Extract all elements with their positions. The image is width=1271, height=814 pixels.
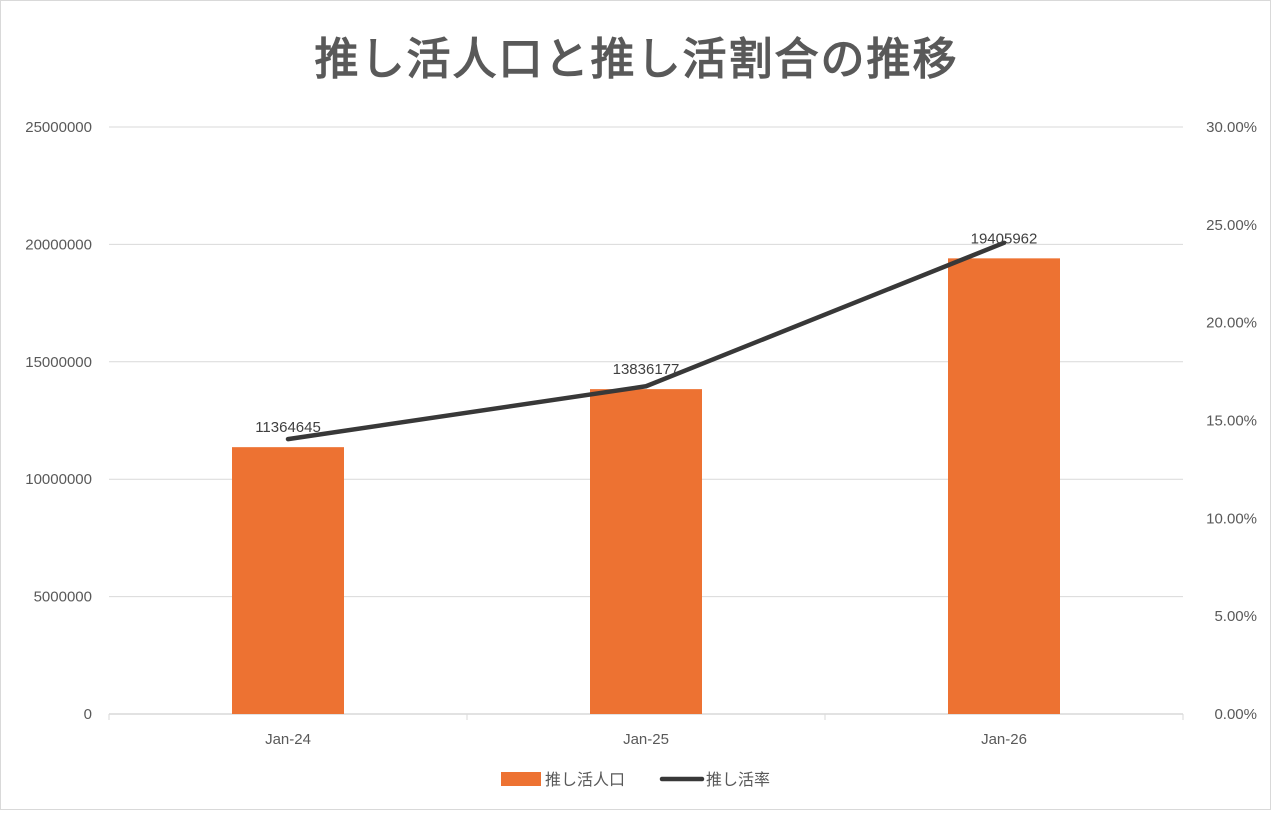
legend-label-bar: 推し活人口	[545, 770, 625, 789]
y-left-tick-label: 10000000	[25, 471, 92, 488]
y-left-tick-label: 15000000	[25, 354, 92, 371]
line-series-推し活率	[285, 240, 1007, 442]
y-right-tick-label: 0.00%	[1214, 706, 1257, 723]
data-label: 11364645	[255, 419, 321, 436]
y-left-tick-label: 25000000	[25, 119, 92, 136]
y-right-tick-label: 30.00%	[1206, 119, 1257, 136]
legend-label-line: 推し活率	[706, 770, 770, 789]
y-right-tick-label: 5.00%	[1214, 608, 1257, 625]
y-right-tick-label: 20.00%	[1206, 315, 1257, 332]
y-right-tick-label: 25.00%	[1206, 217, 1257, 234]
x-tick-label: Jan-25	[623, 731, 669, 748]
x-tick-label: Jan-26	[981, 731, 1027, 748]
bar-Jan-25	[590, 389, 702, 714]
bar-Jan-26	[948, 258, 1060, 714]
data-label: 13836177	[613, 361, 680, 378]
x-tick-label: Jan-24	[265, 731, 311, 748]
chart-title: 推し活人口と推し活割合の推移	[314, 34, 959, 85]
y-right-tick-label: 15.00%	[1206, 413, 1257, 430]
data-label: 19405962	[971, 230, 1038, 247]
legend-swatch-bar	[501, 772, 541, 786]
y-right-tick-label: 10.00%	[1206, 510, 1257, 527]
y-left-tick-label: 5000000	[34, 589, 92, 606]
bar-Jan-24	[232, 447, 344, 714]
y-left-tick-label: 20000000	[25, 236, 92, 253]
y-left-tick-label: 0	[84, 706, 92, 723]
